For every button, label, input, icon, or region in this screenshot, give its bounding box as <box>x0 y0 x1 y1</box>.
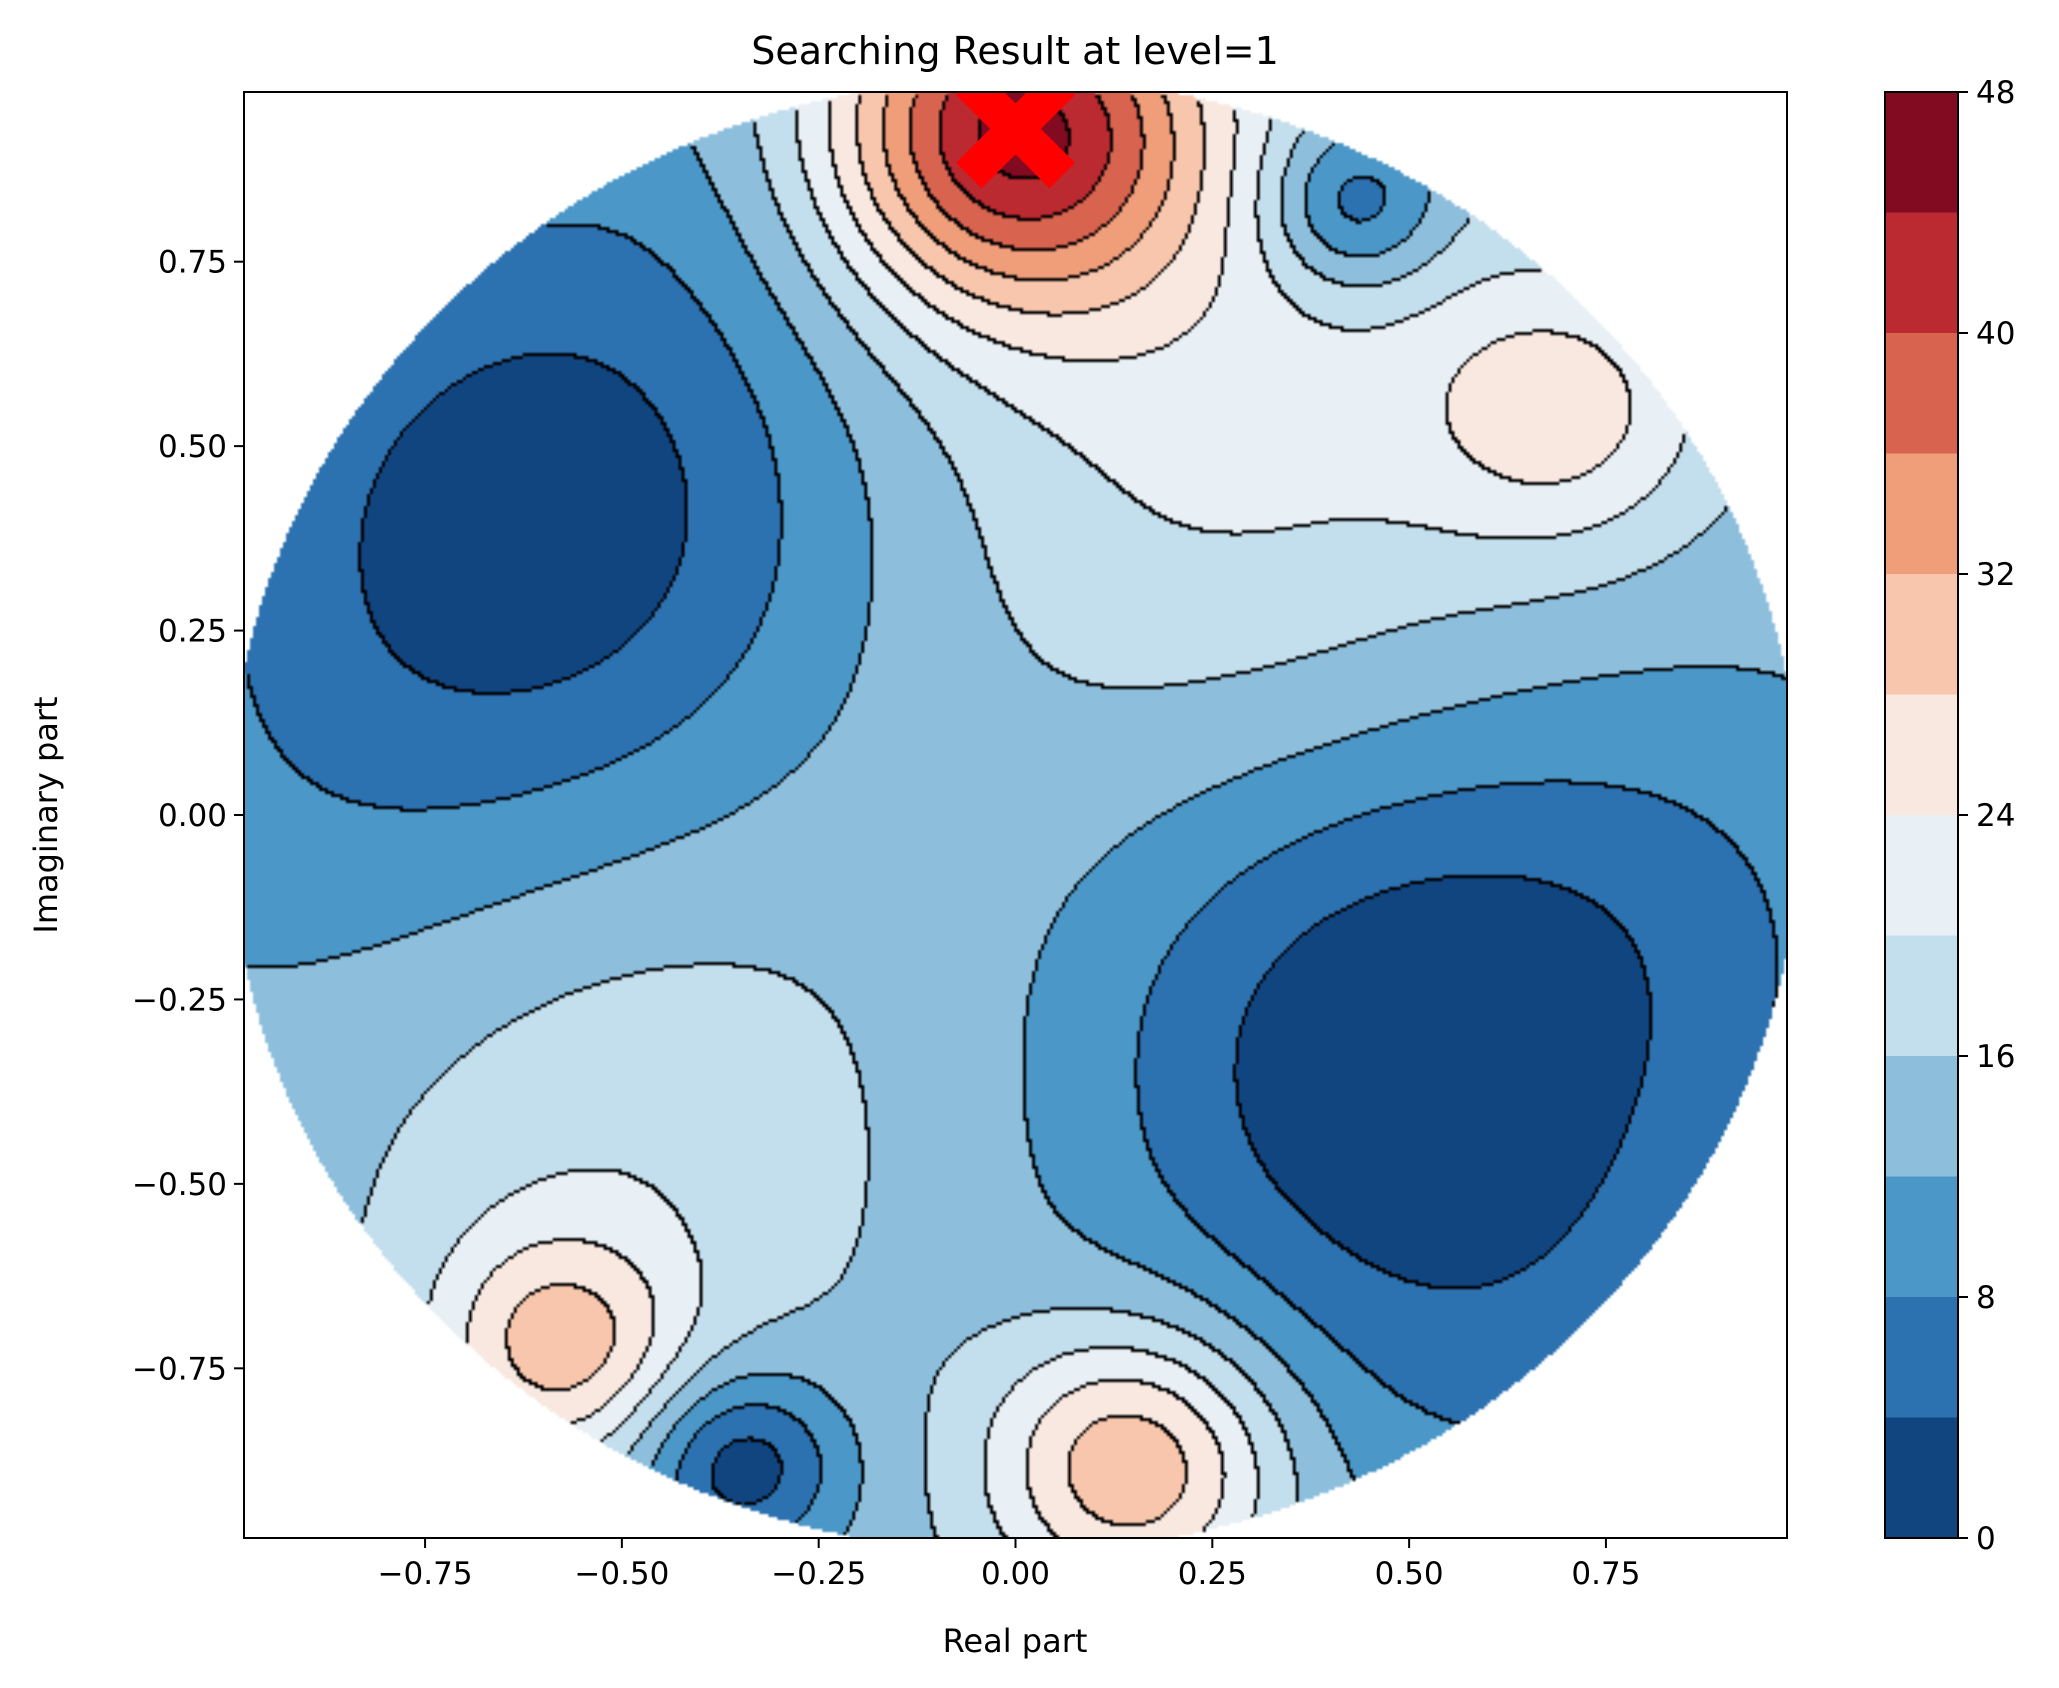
y-tick-label: −0.25 <box>132 982 227 1018</box>
colorbar-tick-label: 48 <box>1976 75 2015 111</box>
colorbar-band <box>1885 815 1958 936</box>
colorbar-tick-label: 24 <box>1976 798 2015 834</box>
x-tick-label: 0.75 <box>1571 1556 1640 1592</box>
colorbar-band <box>1885 1056 1958 1177</box>
x-tick-label: −0.75 <box>378 1556 473 1592</box>
colorbar-band <box>1885 212 1958 333</box>
colorbar-tick-label: 8 <box>1976 1280 1996 1316</box>
y-tick-label: 0.00 <box>158 798 227 834</box>
colorbar-tick-label: 40 <box>1976 316 2015 352</box>
colorbar-tick-label: 0 <box>1976 1521 1996 1557</box>
colorbar-tick-label: 16 <box>1976 1039 2015 1075</box>
x-tick-label: −0.50 <box>574 1556 669 1592</box>
colorbar-tick-label: 32 <box>1976 557 2015 593</box>
colorbar-band <box>1885 935 1958 1056</box>
chart-title: Searching Result at level=1 <box>751 29 1279 73</box>
y-axis-label: Imaginary part <box>27 696 65 933</box>
colorbar-band <box>1885 92 1958 213</box>
y-tick-label: −0.75 <box>132 1351 227 1387</box>
y-tick-label: −0.50 <box>132 1167 227 1203</box>
colorbar-band <box>1885 1297 1958 1418</box>
x-axis: −0.75 −0.50 −0.25 0.00 0.25 0.50 0.75 <box>378 1538 1640 1592</box>
colorbar-band <box>1885 574 1958 695</box>
y-tick-label: 0.25 <box>158 614 227 650</box>
y-tick-label: 0.75 <box>158 245 227 281</box>
colorbar-band <box>1885 694 1958 815</box>
colorbar-band <box>1885 1417 1958 1538</box>
colorbar: 0 8 16 24 32 40 48 <box>1884 75 2015 1557</box>
y-axis: −0.75 −0.50 −0.25 0.00 0.25 0.50 0.75 <box>132 245 244 1387</box>
x-tick-label: 0.50 <box>1375 1556 1444 1592</box>
x-tick-label: −0.25 <box>771 1556 866 1592</box>
contour-field <box>244 92 1787 1538</box>
best-result-marker <box>956 92 1075 189</box>
x-tick-label: 0.00 <box>981 1556 1050 1592</box>
plot-area <box>244 92 1787 1538</box>
colorbar-band <box>1885 1176 1958 1297</box>
colorbar-band <box>1885 333 1958 454</box>
colorbar-band <box>1885 453 1958 574</box>
x-axis-label: Real part <box>943 1622 1088 1660</box>
y-tick-label: 0.50 <box>158 429 227 465</box>
x-tick-label: 0.25 <box>1178 1556 1247 1592</box>
